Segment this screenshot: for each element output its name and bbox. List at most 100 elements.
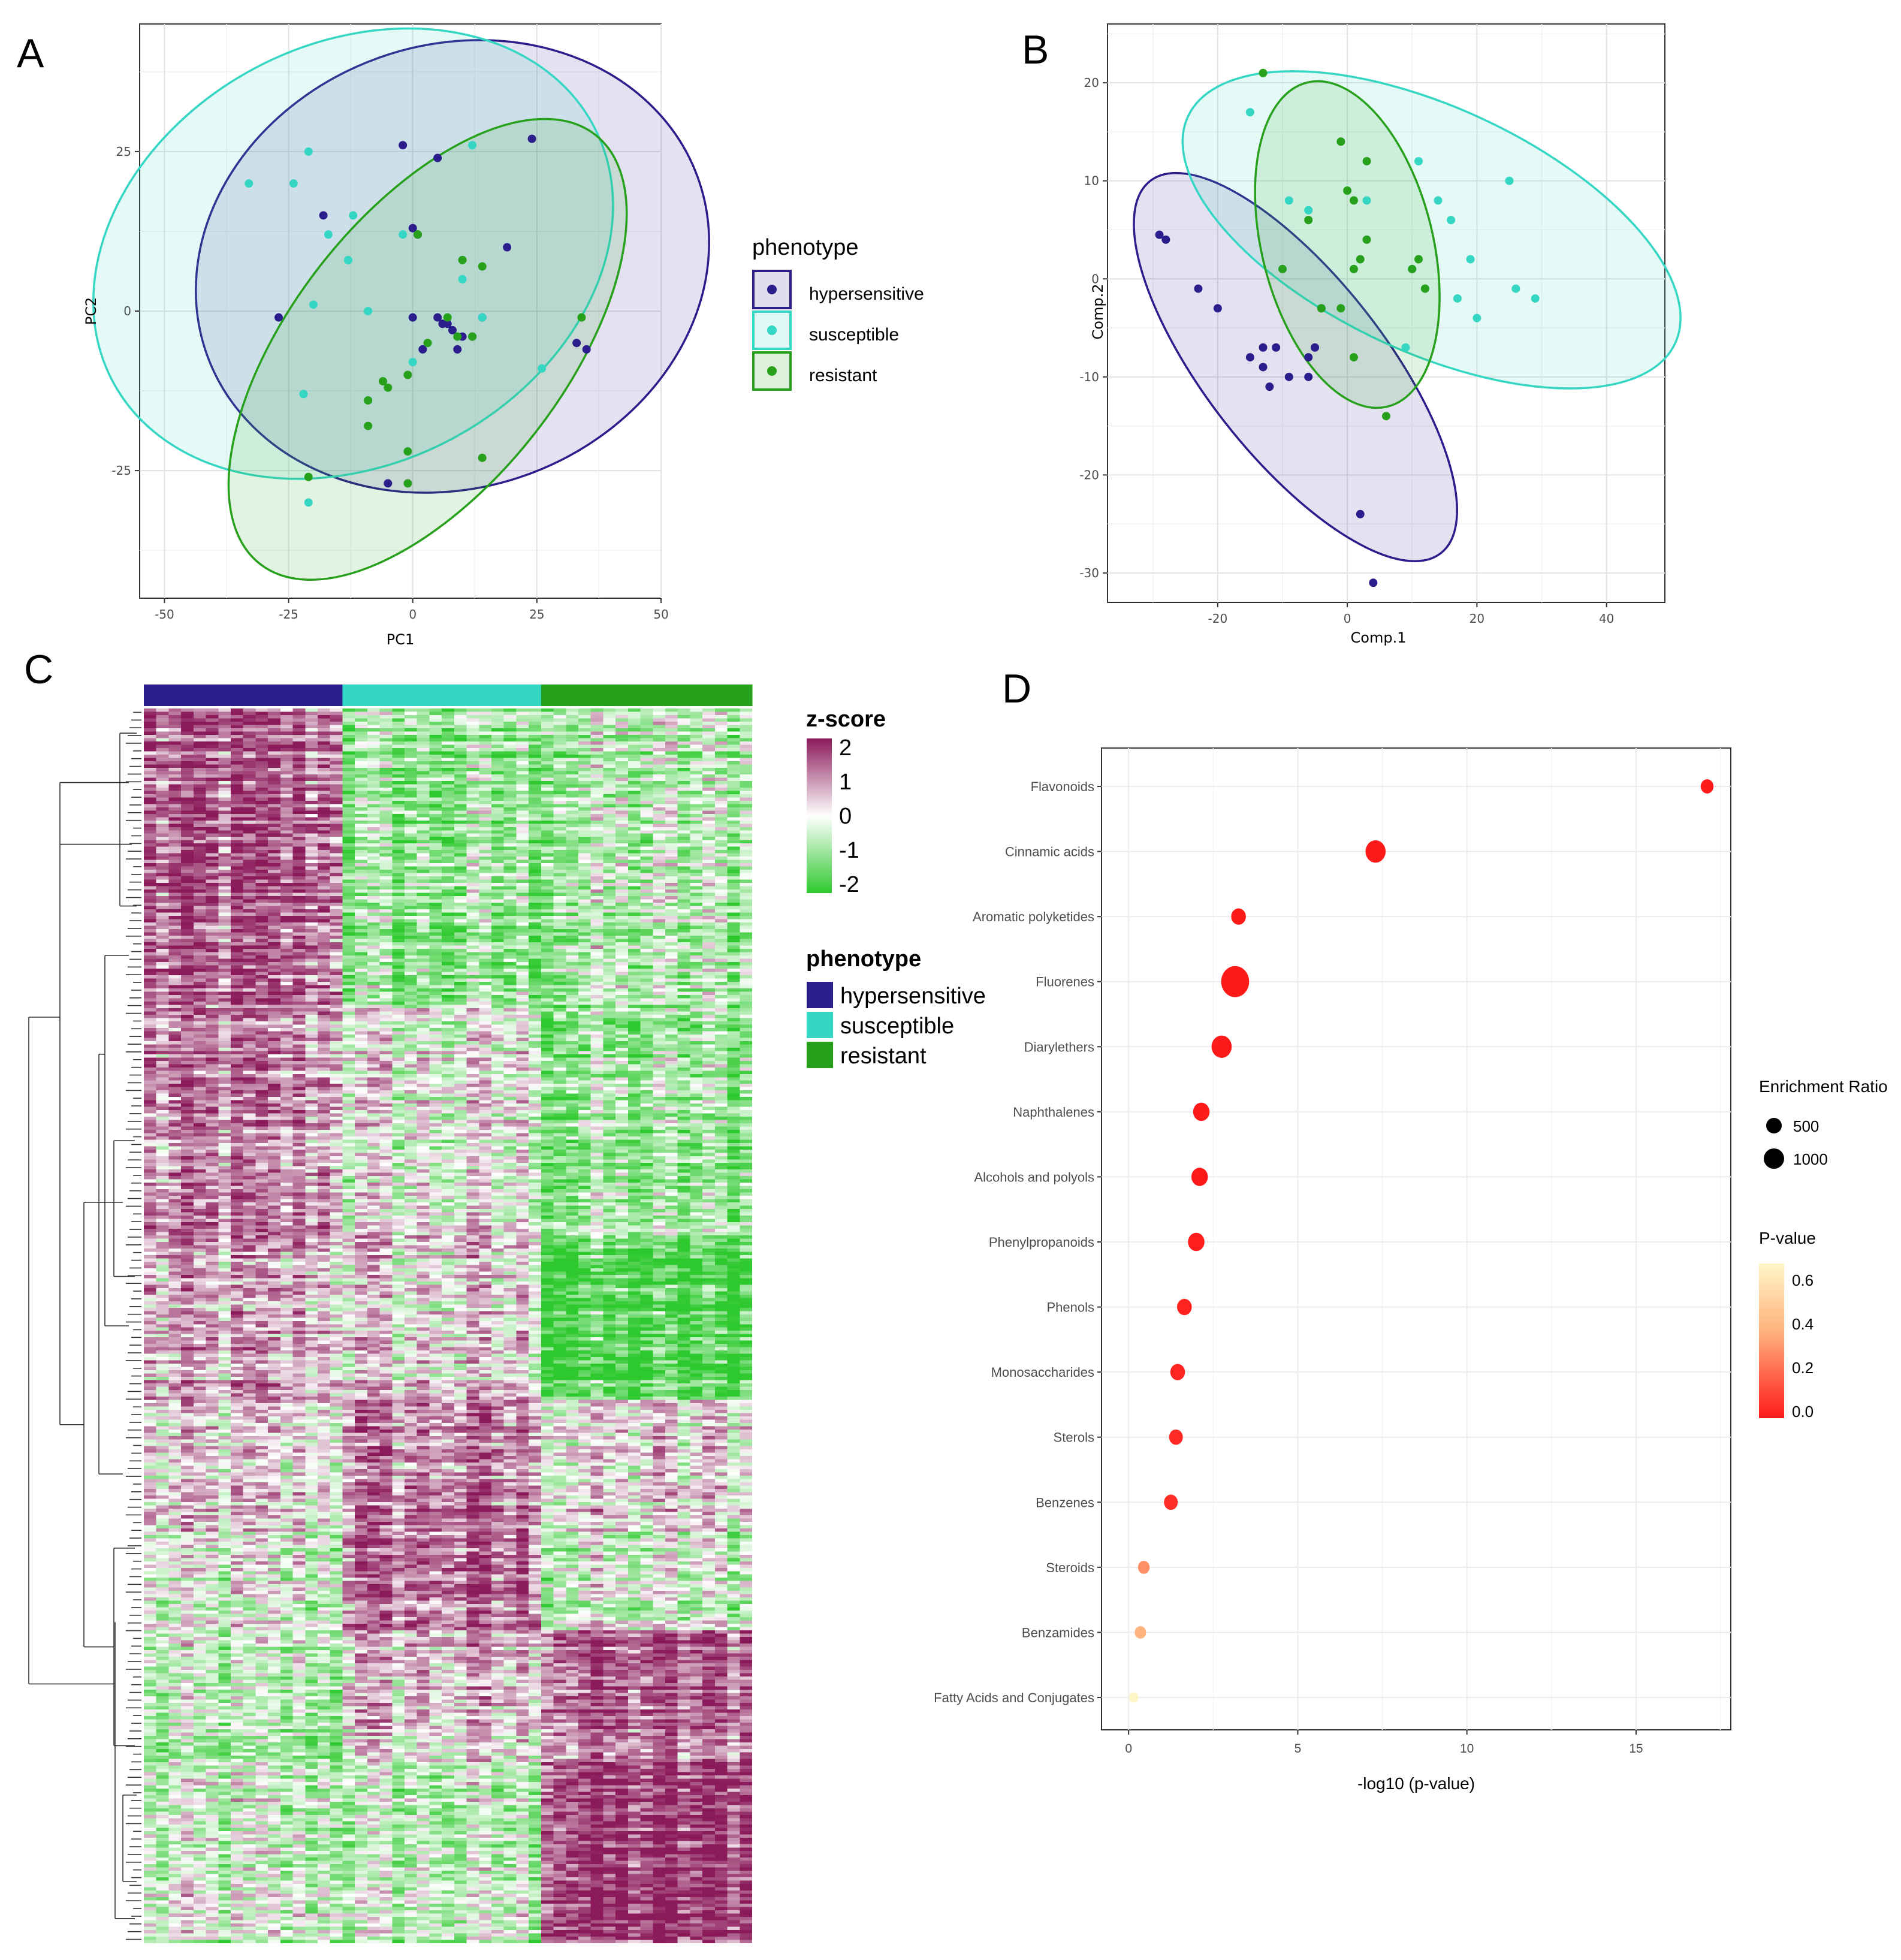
enrichment-ratio-legend: Enrichment Ratio 500 1000 [1759,1077,1888,1169]
panel-d-enrichment-plot: Flavonoids Cinnamic acids Aromatic polyket… [934,747,1888,1793]
point-susceptible [1362,196,1371,205]
legend-label-hypersensitive: hypersensitive [809,284,924,304]
panel-b-x-ticks: -20 0 20 40 [1208,602,1614,626]
point-hypersensitive [1304,353,1313,362]
panel-d-x-label: -log10 (p-value) [1357,1774,1475,1793]
annotation-susceptible [342,685,542,706]
point-susceptible [349,211,358,220]
pvalue-tick-0-6: 0.6 [1792,1271,1814,1289]
zscore-tick-1: 1 [839,770,852,795]
point-resistant [1356,255,1365,264]
confidence-ellipse [227,117,628,581]
zscore-colorbar [807,738,832,893]
pvalue-legend-title: P-value [1759,1229,1816,1247]
panel-letter-a: A [17,31,44,76]
point-resistant [1362,156,1371,165]
panel-d-points [1128,779,1714,1703]
point-hypersensitive [384,479,393,488]
annotation-hypersensitive [144,685,343,706]
x-tick-label: 0 [409,607,417,622]
category-label: Monosaccharides [991,1365,1094,1380]
point-resistant [1382,412,1390,421]
point-resistant [364,421,373,430]
panel-a-legend-title: phenotype [752,235,859,260]
y-tick-label: 20 [1084,76,1099,90]
point-hypersensitive [572,339,581,348]
legend-dot-susceptible [767,325,777,335]
point-resistant [1408,264,1417,273]
enrichment-ratio-legend-title: Enrichment Ratio [1759,1077,1888,1096]
point-resistant [1349,196,1358,205]
point-susceptible [364,307,373,315]
ellipse-resistant [227,117,628,581]
y-tick-label: -25 [111,463,131,478]
y-tick-label: -30 [1079,566,1099,580]
point-hypersensitive [1245,353,1254,362]
pvalue-tick-0-4: 0.4 [1792,1315,1814,1333]
pvalue-colorbar [1759,1264,1784,1418]
point-resistant [304,472,313,481]
point-hypersensitive [1304,372,1313,381]
zscore-tick-2: 2 [839,735,852,761]
category-label: Naphthalenes [1013,1105,1094,1120]
point-susceptible [1284,196,1293,205]
confidence-ellipse [1133,171,1458,563]
panel-letter-d: D [1002,666,1031,711]
enrichment-point [1177,1298,1192,1316]
point-susceptible [538,364,547,373]
legend-label-hypersensitive: hypersensitive [840,984,986,1009]
x-tick-label: 20 [1469,611,1484,626]
panel-b-y-ticks: -30 -20 -10 0 10 20 [1079,76,1108,580]
category-label: Phenols [1046,1300,1094,1315]
point-resistant [1414,255,1423,264]
point-resistant [403,447,412,456]
point-hypersensitive [527,134,536,143]
legend-label-susceptible: susceptible [840,1014,954,1039]
enrichment-point [1221,966,1250,997]
point-hypersensitive [1161,235,1170,244]
point-resistant [468,332,477,341]
point-resistant [1336,137,1345,146]
x-tick-label: 40 [1599,611,1614,626]
point-susceptible [478,313,487,322]
x-tick-label: 10 [1460,1742,1474,1756]
confidence-ellipse [1254,80,1441,409]
point-hypersensitive [433,153,442,162]
panel-d-plot-border [1101,747,1731,1730]
x-tick-label: 0 [1125,1742,1132,1756]
category-label: Aromatic polyketides [973,909,1094,924]
point-resistant [403,370,412,379]
point-susceptible [1434,196,1443,205]
point-resistant [478,453,487,462]
legend-label-susceptible: susceptible [809,325,899,345]
point-susceptible [304,498,313,507]
point-susceptible [299,390,308,399]
size-label-500: 500 [1793,1117,1819,1135]
confidence-ellipse [92,27,614,480]
enrichment-point [1169,1429,1183,1445]
point-hypersensitive [1259,343,1268,352]
point-resistant [1336,304,1345,313]
point-resistant [1420,284,1429,293]
panel-d-category-labels: Flavonoids Cinnamic acids Aromatic polyket… [934,779,1102,1705]
point-susceptible [408,358,417,367]
point-susceptible [1472,313,1481,322]
category-label: Flavonoids [1031,779,1094,794]
zscore-tick-0: 0 [839,804,852,829]
point-resistant [1362,235,1371,244]
point-hypersensitive [582,345,591,354]
panel-b-plot-border [1107,23,1665,603]
panel-b-y-label: Comp.2 [1090,284,1106,340]
heatmap-zscore-legend: z-score 2 1 0 -1 -2 [806,707,886,897]
enrichment-point [1193,1102,1210,1121]
point-resistant [364,396,373,405]
legend-label-resistant: resistant [840,1044,927,1069]
panel-b-plsda-plot: -20 0 20 40 -30 -20 -10 0 10 20 Comp.1 Comp.2 [1079,23,1682,646]
size-label-1000: 1000 [1793,1150,1828,1168]
panel-letter-c: C [24,647,53,692]
x-tick-label: 15 [1629,1742,1643,1756]
point-susceptible [245,179,254,188]
heatmap-column-annotation [144,685,753,706]
point-hypersensitive [1284,372,1293,381]
panel-a-ellipses [92,27,710,581]
